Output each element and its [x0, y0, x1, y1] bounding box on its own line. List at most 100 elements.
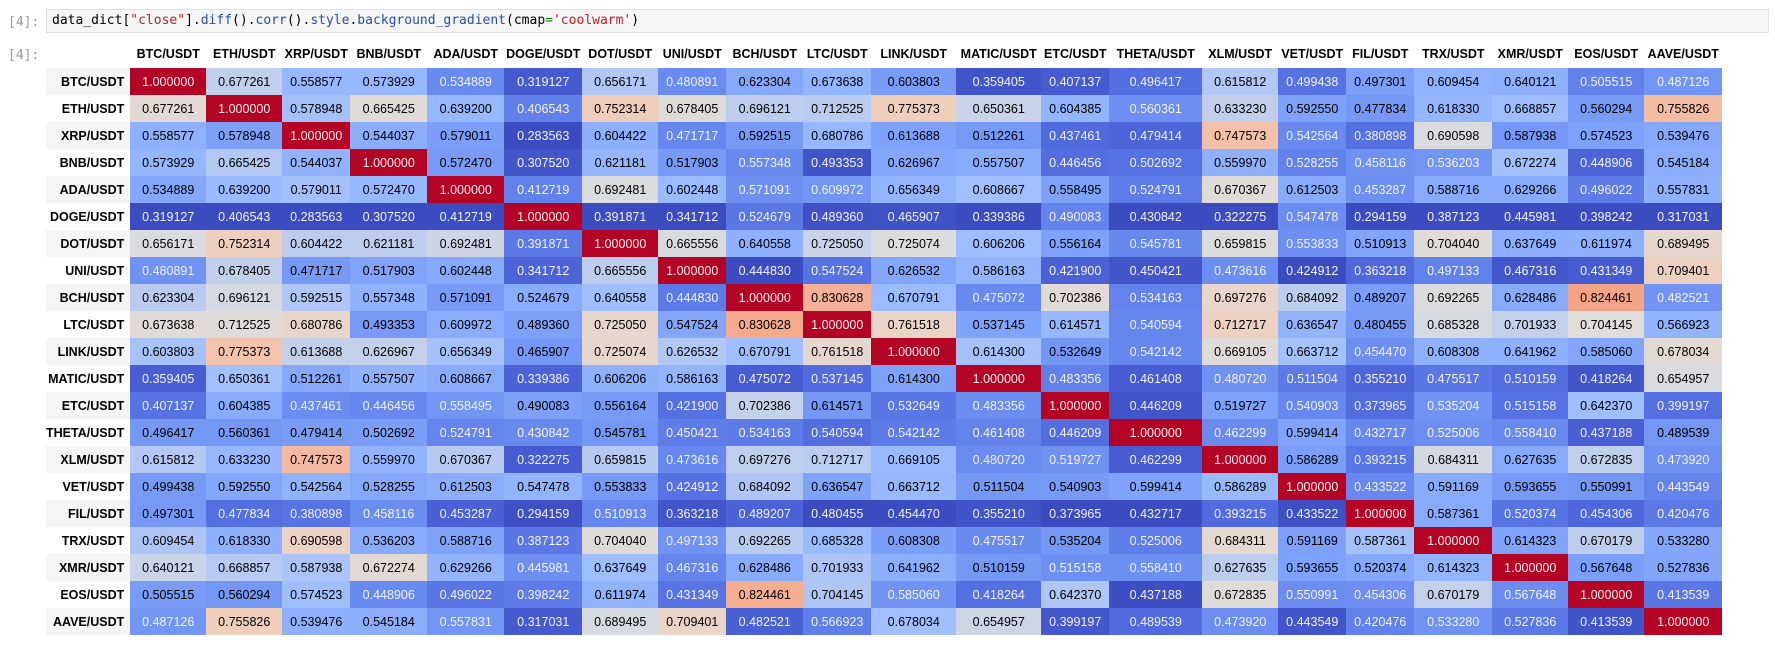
correlation-cell: 0.532649	[1041, 338, 1110, 365]
correlation-cell: 0.689495	[582, 608, 659, 635]
correlation-cell: 0.640121	[130, 554, 207, 581]
correlation-cell: 0.512261	[282, 365, 351, 392]
row-label: XLM/USDT	[46, 446, 131, 473]
correlation-cell: 0.678405	[658, 95, 727, 122]
table-row: TRX/USDT 0.609454 0.618330 0.690598 0.536203…	[46, 527, 1723, 554]
correlation-cell: 0.663712	[871, 473, 957, 500]
correlation-cell: 0.560294	[206, 581, 283, 608]
correlation-cell: 0.446456	[350, 392, 428, 419]
input-prompt: [4]:	[8, 15, 40, 30]
correlation-cell: 1.000000	[871, 338, 957, 365]
correlation-cell: 0.636547	[803, 473, 872, 500]
correlation-cell: 1.000000	[1278, 473, 1347, 500]
correlation-cell: 0.752314	[206, 230, 283, 257]
row-label: ETH/USDT	[46, 95, 131, 122]
correlation-cell: 0.319127	[130, 203, 207, 230]
correlation-cell: 0.684311	[1202, 527, 1279, 554]
correlation-cell: 0.537145	[803, 365, 872, 392]
correlation-cell: 0.633230	[1202, 95, 1279, 122]
correlation-cell: 0.547524	[658, 311, 727, 338]
correlation-cell: 0.685328	[803, 527, 872, 554]
correlation-cell: 0.477834	[1346, 95, 1415, 122]
correlation-cell: 0.573929	[130, 149, 207, 176]
correlation-cell: 0.704040	[1414, 230, 1493, 257]
correlation-cell: 0.702386	[1041, 284, 1110, 311]
correlation-cell: 0.505515	[130, 581, 207, 608]
correlation-cell: 0.670367	[1202, 176, 1279, 203]
table-row: BTC/USDT 1.000000 0.677261 0.558577 0.573929…	[46, 68, 1723, 95]
correlation-cell: 0.421900	[658, 392, 727, 419]
correlation-cell: 0.697276	[1202, 284, 1279, 311]
correlation-cell: 1.000000	[282, 122, 351, 149]
correlation-cell: 0.557831	[427, 608, 505, 635]
correlation-cell: 0.497301	[130, 500, 207, 527]
correlation-cell: 0.339386	[956, 203, 1042, 230]
correlation-cell: 0.567648	[1568, 554, 1645, 581]
correlation-cell: 0.612503	[427, 473, 505, 500]
row-label: LTC/USDT	[46, 311, 131, 338]
correlation-cell: 0.524679	[504, 284, 583, 311]
correlation-cell: 0.672835	[1568, 446, 1645, 473]
correlation-cell: 0.490083	[1041, 203, 1110, 230]
correlation-cell: 0.322275	[1202, 203, 1279, 230]
correlation-cell: 0.618330	[1414, 95, 1493, 122]
correlation-cell: 0.640121	[1492, 68, 1569, 95]
correlation-cell: 0.511504	[1278, 365, 1347, 392]
correlation-cell: 0.307520	[504, 149, 583, 176]
correlation-cell: 0.510159	[956, 554, 1042, 581]
correlation-cell: 0.454306	[1568, 500, 1645, 527]
correlation-cell: 0.479414	[1109, 122, 1203, 149]
correlation-cell: 0.535204	[1041, 527, 1110, 554]
correlation-cell: 0.558495	[1041, 176, 1110, 203]
correlation-cell: 0.830628	[803, 284, 872, 311]
correlation-cell: 0.684092	[1278, 284, 1347, 311]
correlation-cell: 0.673638	[130, 311, 207, 338]
row-label: ETC/USDT	[46, 392, 131, 419]
table-row: ADA/USDT 0.534889 0.639200 0.579011 0.572470…	[46, 176, 1723, 203]
correlation-cell: 0.606206	[582, 365, 659, 392]
correlation-cell: 0.479414	[282, 419, 351, 446]
correlation-cell: 1.000000	[1568, 581, 1645, 608]
correlation-cell: 0.650361	[956, 95, 1042, 122]
table-row: THETA/USDT 0.496417 0.560361 0.479414 0.5026…	[46, 419, 1723, 446]
correlation-cell: 0.615812	[130, 446, 207, 473]
correlation-cell: 0.542142	[871, 419, 957, 446]
correlation-cell: 0.489360	[803, 203, 872, 230]
correlation-cell: 0.712717	[803, 446, 872, 473]
correlation-cell: 0.412719	[504, 176, 583, 203]
correlation-cell: 0.672835	[1202, 581, 1279, 608]
correlation-cell: 0.824461	[726, 581, 804, 608]
code-cell-input[interactable]: data_dict["close"].diff().corr().style.b…	[46, 9, 1769, 33]
correlation-cell: 0.615812	[1202, 68, 1279, 95]
correlation-cell: 0.614300	[871, 365, 957, 392]
correlation-cell: 0.697276	[726, 446, 804, 473]
correlation-cell: 0.489207	[726, 500, 804, 527]
correlation-cell: 0.510913	[582, 500, 659, 527]
correlation-cell: 1.000000	[1109, 419, 1203, 446]
correlation-cell: 0.614323	[1492, 527, 1569, 554]
correlation-cell: 0.380898	[282, 500, 351, 527]
correlation-cell: 0.641962	[871, 554, 957, 581]
correlation-cell: 0.668857	[1492, 95, 1569, 122]
row-label: ADA/USDT	[46, 176, 131, 203]
header-row: BTC/USDT ETH/USDT XRP/USDT BNB/USDT ADA/USDT…	[46, 40, 1722, 68]
correlation-cell: 0.480720	[956, 446, 1042, 473]
correlation-cell: 0.574523	[1568, 122, 1645, 149]
column-header: XMR/USDT	[1497, 47, 1563, 61]
correlation-cell: 0.684092	[726, 473, 804, 500]
correlation-cell: 0.689495	[1644, 230, 1723, 257]
correlation-cell: 0.480455	[803, 500, 872, 527]
correlation-cell: 0.520374	[1346, 554, 1415, 581]
correlation-cell: 0.712525	[803, 95, 872, 122]
correlation-cell: 0.672274	[350, 554, 428, 581]
correlation-cell: 0.550991	[1278, 581, 1347, 608]
correlation-cell: 0.535204	[1414, 392, 1493, 419]
correlation-cell: 0.685328	[1414, 311, 1493, 338]
table-row: XRP/USDT 0.558577 0.578948 1.000000 0.544037…	[46, 122, 1723, 149]
correlation-cell: 0.477834	[206, 500, 283, 527]
correlation-cell: 1.000000	[130, 68, 207, 95]
correlation-cell: 0.673638	[803, 68, 872, 95]
code-token: style	[310, 13, 350, 28]
correlation-cell: 0.636547	[1278, 311, 1347, 338]
correlation-cell: 0.665556	[582, 257, 659, 284]
